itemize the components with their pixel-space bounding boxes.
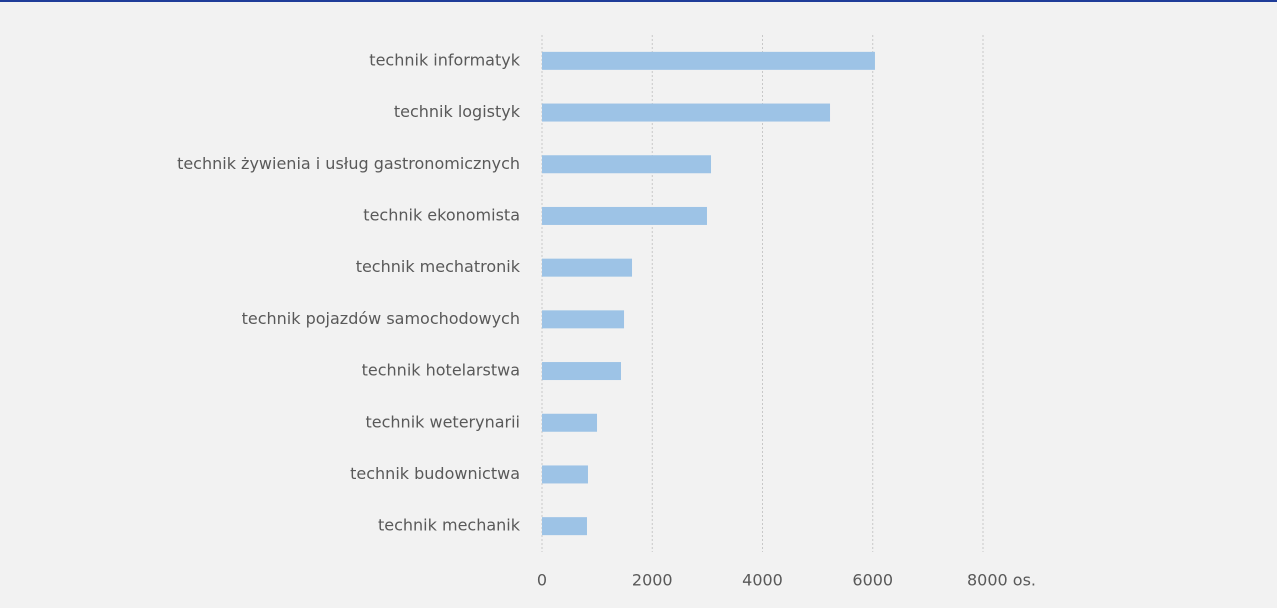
y-tick-label: technik mechanik — [378, 516, 521, 535]
y-tick-label: technik pojazdów samochodowych — [242, 309, 520, 328]
bar — [542, 465, 588, 484]
x-tick-label: 8000 os. — [967, 571, 1036, 590]
x-tick-label: 2000 — [632, 571, 673, 590]
x-tick-label: 6000 — [852, 571, 893, 590]
y-tick-label: technik hotelarstwa — [362, 361, 520, 380]
top-border — [0, 0, 1277, 2]
x-tick-label: 0 — [537, 571, 547, 590]
bar — [542, 103, 831, 122]
y-tick-label: technik logistyk — [394, 102, 521, 121]
bar — [542, 310, 625, 329]
y-tick-label: technik mechatronik — [356, 257, 521, 276]
y-tick-label: technik budownictwa — [350, 464, 520, 483]
y-tick-label: technik żywienia i usług gastronomicznyc… — [177, 154, 520, 173]
y-tick-label: technik ekonomista — [363, 205, 520, 224]
y-tick-label: technik informatyk — [369, 50, 520, 69]
bar — [542, 258, 633, 277]
bar — [542, 413, 598, 432]
bar — [542, 206, 707, 225]
bar — [542, 517, 587, 536]
bar — [542, 155, 712, 174]
bar — [542, 362, 621, 381]
y-tick-label: technik weterynarii — [366, 412, 521, 431]
bar — [542, 51, 875, 70]
x-tick-label: 4000 — [742, 571, 783, 590]
